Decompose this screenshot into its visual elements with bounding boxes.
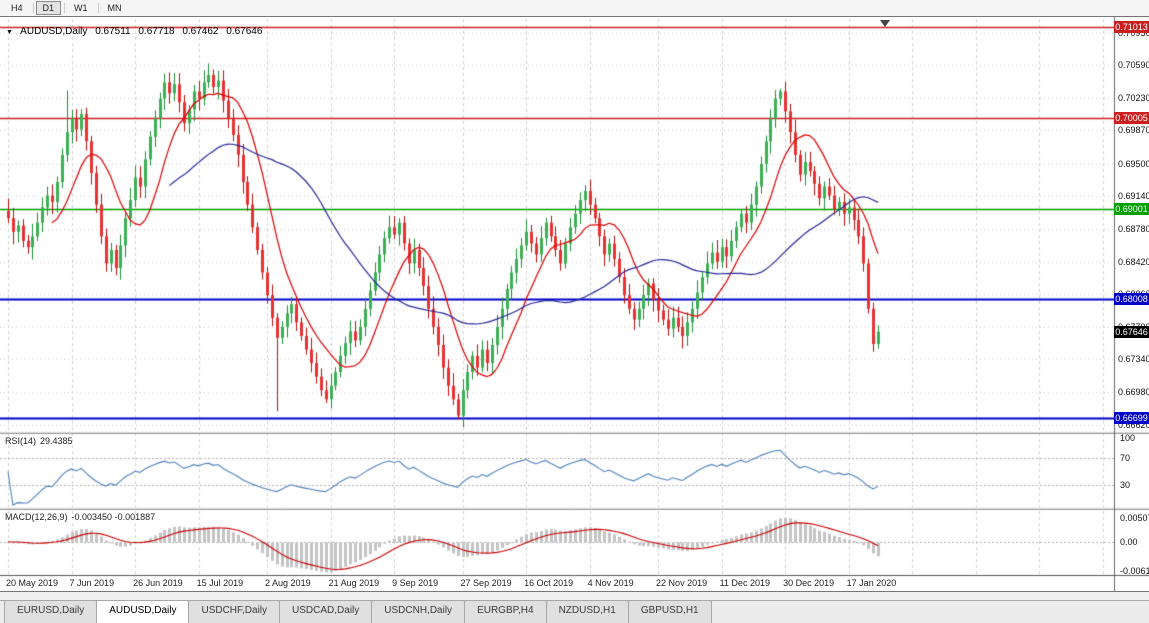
ohlc-low: 0.67462 (182, 26, 219, 37)
symbol-dropdown-icon[interactable]: ▼ (6, 29, 13, 36)
date-label: 16 Oct 2019 (524, 578, 574, 588)
chart-tab-eurusd-daily[interactable]: EURUSD,Daily (4, 600, 98, 623)
price-axis-tick: 0.70230 (1118, 92, 1149, 103)
macd-label: MACD(12,26,9) -0.003450 -0.001887 (5, 512, 159, 522)
chart-tab-nzdusd-h1[interactable]: NZDUSD,H1 (545, 600, 629, 623)
date-label: 2 Aug 2019 (265, 578, 311, 588)
chart-tab-usdcnh-daily[interactable]: USDCNH,Daily (371, 600, 466, 623)
date-label: 11 Dec 2019 (719, 578, 770, 588)
price-axis-tick: 0.69500 (1118, 158, 1149, 169)
rsi-name: RSI(14) (5, 436, 37, 446)
date-label: 17 Jan 2020 (846, 578, 897, 588)
toolbar-separator (32, 3, 34, 13)
chart-window: ▼ AUDUSD,Daily 0.67511 0.67718 0.67462 0… (0, 16, 1149, 592)
ohlc-open: 0.67511 (95, 26, 131, 37)
macd-axis-tick: 0.005076 (1120, 512, 1149, 523)
ohlc-info: ▼ AUDUSD,Daily 0.67511 0.67718 0.67462 0… (6, 26, 267, 37)
price-axis-tick: 0.69870 (1118, 125, 1149, 136)
macd-axis-tick: -0.006148 (1120, 565, 1149, 576)
price-chart-canvas[interactable] (0, 17, 1149, 591)
rsi-axis-tick: 70 (1120, 453, 1131, 464)
price-axis-tick: 0.67340 (1118, 354, 1149, 365)
date-label: 30 Dec 2019 (783, 578, 835, 588)
toolbar-separator (64, 3, 66, 13)
period-button-w1[interactable]: W1 (74, 3, 88, 13)
date-label: 27 Sep 2019 (460, 578, 512, 588)
chart-tab-gbpusd-h1[interactable]: GBPUSD,H1 (627, 600, 712, 623)
rsi-axis-tick: 100 (1120, 433, 1136, 443)
price-level-tag: 0.66699 (1114, 411, 1149, 424)
price-level-tag: 0.69001 (1114, 203, 1149, 216)
price-axis-tick: 0.66620 (1118, 419, 1149, 430)
chart-tab-usdchf-daily[interactable]: USDCHF,Daily (188, 600, 281, 623)
price-axis-tick: 0.68780 (1118, 224, 1149, 235)
date-label: 26 Jun 2019 (133, 578, 183, 588)
date-label: 7 Jun 2019 (69, 578, 115, 588)
chart-tab-usdcad-daily[interactable]: USDCAD,Daily (279, 600, 373, 623)
price-level-tag: 0.70005 (1114, 112, 1149, 125)
date-label: 4 Nov 2019 (587, 578, 634, 588)
date-label: 20 May 2019 (6, 578, 59, 588)
chart-tab-eurgbp-h4[interactable]: EURGBP,H4 (464, 600, 547, 623)
period-button-h4[interactable]: H4 (11, 3, 23, 13)
date-label: 22 Nov 2019 (656, 578, 708, 588)
toolbar-separator (97, 3, 99, 13)
price-axis-tick: 0.68420 (1118, 256, 1149, 267)
ohlc-high: 0.67718 (138, 26, 175, 37)
price-level-tag: 0.71013 (1114, 20, 1149, 33)
ohlc-close: 0.67646 (226, 26, 263, 37)
date-label: 9 Sep 2019 (392, 578, 439, 588)
chart-tab-audusd-daily[interactable]: AUDUSD,Daily (96, 600, 190, 623)
price-axis-tick: 0.66980 (1118, 387, 1149, 398)
rsi-label: RSI(14) 29.4385 (5, 436, 77, 446)
macd-values: -0.003450 -0.001887 (71, 512, 156, 522)
rsi-value: 29.4385 (40, 436, 73, 446)
macd-axis-tick: 0.00 (1120, 536, 1138, 547)
chart-tabs-bar: EURUSD,Daily AUDUSD,Daily USDCHF,Daily USDC… (0, 600, 1149, 623)
date-label: 21 Aug 2019 (328, 578, 380, 588)
current-price-tag: 0.67646 (1114, 325, 1149, 338)
price-axis-tick: 0.69140 (1118, 191, 1149, 202)
price-axis-tick: 0.70590 (1118, 60, 1149, 71)
date-label: 15 Jul 2019 (196, 578, 244, 588)
period-button-mn[interactable]: MN (107, 3, 122, 13)
symbol-label: AUDUSD,Daily (20, 26, 88, 37)
period-button-d1[interactable]: D1 (35, 1, 62, 15)
macd-name: MACD(12,26,9) (5, 512, 68, 522)
chart-shift-marker-icon (880, 20, 890, 27)
rsi-axis-tick: 30 (1120, 479, 1131, 490)
period-toolbar: H4 D1 W1 MN (0, 0, 1149, 17)
price-level-tag: 0.68008 (1114, 292, 1149, 305)
